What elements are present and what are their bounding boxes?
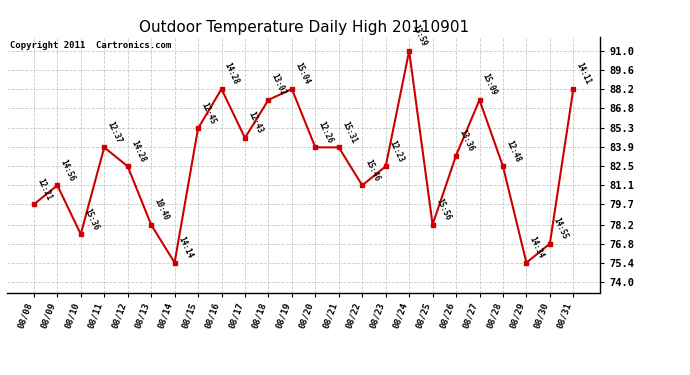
Text: 12:45: 12:45 <box>199 101 217 126</box>
Text: 12:26: 12:26 <box>317 120 335 145</box>
Text: 14:28: 14:28 <box>129 139 147 164</box>
Text: 15:36: 15:36 <box>82 207 100 231</box>
Text: 10:40: 10:40 <box>152 197 170 222</box>
Text: 15:09: 15:09 <box>481 72 499 97</box>
Text: 15:56: 15:56 <box>434 197 452 222</box>
Text: 15:31: 15:31 <box>340 120 358 145</box>
Text: 15:04: 15:04 <box>293 62 311 86</box>
Text: 14:55: 14:55 <box>551 216 569 241</box>
Title: Outdoor Temperature Daily High 20110901: Outdoor Temperature Daily High 20110901 <box>139 20 469 35</box>
Text: 12:23: 12:23 <box>387 139 405 164</box>
Text: 14:14: 14:14 <box>176 235 194 260</box>
Text: 12:37: 12:37 <box>106 120 124 145</box>
Text: 12:21: 12:21 <box>35 177 53 201</box>
Text: 13:36: 13:36 <box>457 128 475 153</box>
Text: 14:28: 14:28 <box>223 62 241 86</box>
Text: 13:59: 13:59 <box>411 24 428 48</box>
Text: Copyright 2011  Cartronics.com: Copyright 2011 Cartronics.com <box>10 41 171 50</box>
Text: 14:56: 14:56 <box>59 158 77 183</box>
Text: 14:11: 14:11 <box>575 62 593 86</box>
Text: 12:48: 12:48 <box>504 139 522 164</box>
Text: 14:34: 14:34 <box>528 235 546 260</box>
Text: 15:46: 15:46 <box>364 158 382 183</box>
Text: 13:02: 13:02 <box>270 72 288 97</box>
Text: 12:43: 12:43 <box>246 110 264 135</box>
